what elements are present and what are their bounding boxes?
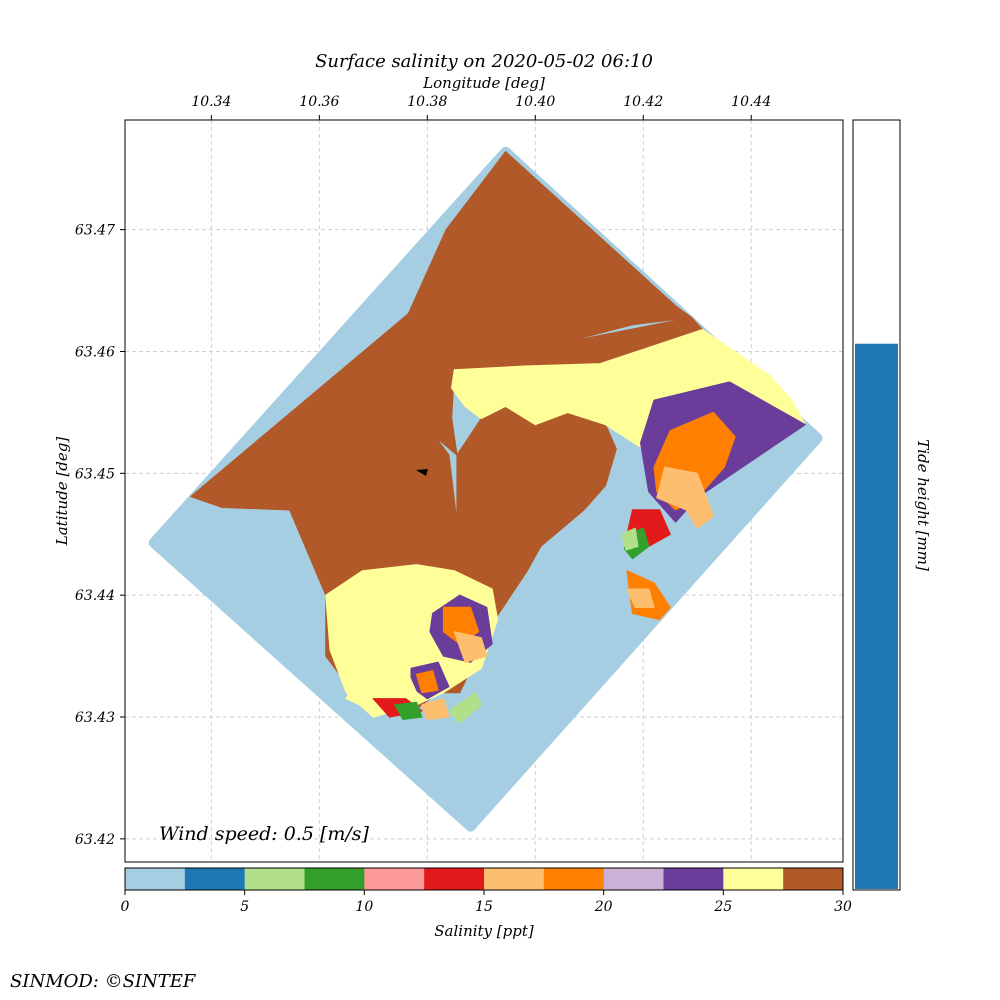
salinity-region	[453, 631, 488, 663]
salinity-region	[621, 527, 639, 551]
x-tick-label: 10.34	[191, 94, 231, 110]
salinity-region	[421, 698, 450, 721]
colorbar-bin	[424, 868, 485, 890]
x-tick-label: 10.36	[299, 94, 339, 110]
x-tick-label: 10.40	[515, 94, 555, 110]
tide-height-bar	[855, 343, 898, 890]
colorbar-bin	[723, 868, 784, 890]
x-tick-label: 10.42	[623, 94, 663, 110]
colorbar-bin	[663, 868, 724, 890]
salinity-map	[148, 146, 823, 832]
colorbar-bin	[543, 868, 605, 890]
colorbar-tick-label: 20	[594, 899, 613, 915]
x-tick-label: 10.44	[731, 94, 771, 110]
salinity-region	[394, 701, 423, 721]
y-tick-label: 63.46	[75, 344, 115, 360]
x-tick-label: 10.38	[407, 94, 447, 110]
y-tick-label: 63.45	[75, 466, 115, 482]
colorbar-bin	[484, 868, 545, 890]
chart-title: Surface salinity on 2020-05-02 06:10	[315, 51, 653, 72]
salinity-region	[448, 691, 482, 724]
colorbar-tick-label: 15	[475, 899, 493, 915]
credit-text: SINMOD: ©SINTEF	[10, 971, 196, 992]
salinity-region	[626, 588, 655, 609]
y-axis-label: Latitude [deg]	[53, 437, 71, 547]
wind-arrow-icon	[416, 469, 428, 476]
salinity-colorbar-label: Salinity [ppt]	[434, 922, 534, 940]
y-tick-label: 63.47	[75, 223, 115, 239]
salinity-region	[415, 670, 439, 694]
tide-bar-label: Tide height [mm]	[914, 439, 932, 571]
colorbar-bin	[244, 868, 305, 890]
colorbar-bin	[364, 868, 425, 890]
colorbar-bin	[603, 868, 664, 890]
x-axis-label: Longitude [deg]	[422, 74, 545, 92]
tide-bar-frame	[852, 119, 901, 891]
y-tick-label: 63.42	[75, 832, 115, 848]
colorbar-tick-label: 0	[121, 899, 130, 915]
colorbar-tick-label: 30	[834, 899, 852, 915]
x-axis-ticks: 10.34 10.36 10.38 10.40 10.42 10.44	[191, 94, 771, 120]
colorbar-bin	[783, 868, 844, 890]
colorbar-tick-label: 5	[240, 899, 249, 915]
y-axis-ticks: 63.42 63.43 63.44 63.45 63.46 63.47	[75, 223, 125, 848]
colorbar-tick-label: 10	[355, 899, 373, 915]
y-tick-label: 63.43	[75, 710, 115, 726]
plot-frame	[124, 119, 844, 863]
colorbar-bin	[125, 868, 186, 890]
colorbar-bin	[184, 868, 246, 890]
colorbar-tick-label: 25	[713, 899, 732, 915]
colorbar-bin	[304, 868, 365, 890]
y-tick-label: 63.44	[75, 588, 115, 604]
salinity-colorbar-ticks: 0 5 10 15 20 25 30	[121, 890, 852, 915]
salinity-region	[656, 466, 715, 529]
salinity-colorbar	[125, 868, 844, 890]
wind-speed-annotation: Wind speed: 0.5 [m/s]	[159, 823, 370, 845]
